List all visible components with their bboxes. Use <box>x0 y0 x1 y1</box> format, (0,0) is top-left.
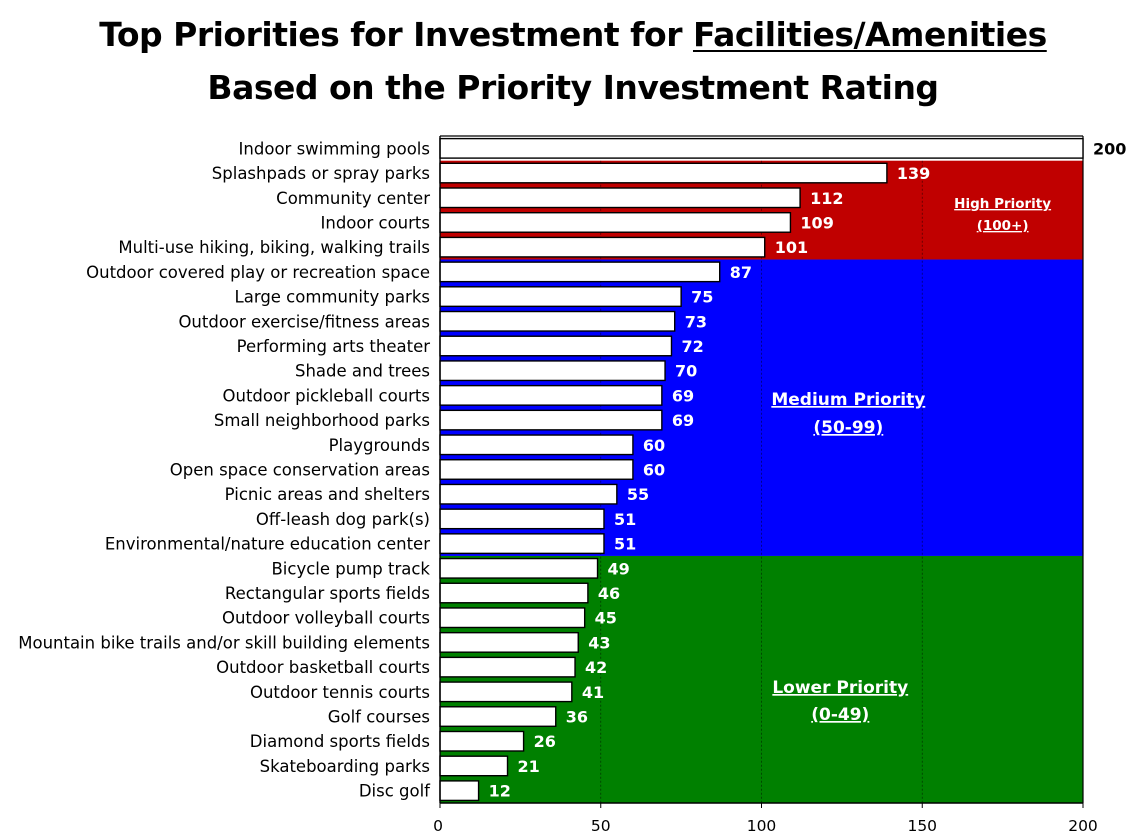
value-label-20: 43 <box>588 633 610 652</box>
bar-13 <box>439 459 634 480</box>
bar-24 <box>439 730 525 752</box>
category-label-22: Outdoor tennis courts <box>250 683 430 702</box>
value-label-26: 12 <box>489 782 511 801</box>
bar-16 <box>439 533 605 555</box>
bar-7 <box>439 310 676 332</box>
value-label-16: 51 <box>614 535 636 554</box>
value-label-15: 51 <box>614 510 636 529</box>
value-label-21: 42 <box>585 658 607 677</box>
category-label-8: Performing arts theater <box>237 337 431 356</box>
bar-22 <box>439 681 573 703</box>
value-label-17: 49 <box>608 559 630 578</box>
bar-21 <box>439 656 576 678</box>
value-label-11: 69 <box>672 411 694 430</box>
value-label-4: 101 <box>775 238 808 257</box>
x-tick-label-0: 0 <box>433 817 443 835</box>
bar-20 <box>439 631 579 653</box>
bar-17 <box>439 557 599 579</box>
value-label-2: 112 <box>810 189 843 208</box>
category-label-18: Rectangular sports fields <box>225 584 430 603</box>
value-label-6: 75 <box>691 288 713 307</box>
bar-1 <box>439 162 888 184</box>
band-label-high-priority: High Priority <box>954 196 1051 212</box>
band-label-lower-priority: Lower Priority <box>772 678 908 698</box>
band-range-lower-priority: (0-49) <box>811 705 869 725</box>
bar-3 <box>439 212 792 233</box>
value-label-10: 69 <box>672 386 694 405</box>
category-label-24: Diamond sports fields <box>250 732 430 751</box>
x-tick-label-50: 50 <box>591 817 611 835</box>
value-label-7: 73 <box>685 312 707 331</box>
value-label-23: 36 <box>566 708 588 727</box>
category-label-2: Community center <box>276 189 430 208</box>
category-label-16: Environmental/nature education center <box>105 535 430 554</box>
bar-23 <box>439 706 557 727</box>
category-label-6: Large community parks <box>235 288 430 307</box>
category-label-25: Skateboarding parks <box>260 757 430 776</box>
value-label-1: 139 <box>897 164 930 183</box>
category-label-26: Disc golf <box>359 782 431 801</box>
band-range-high-priority: (100+) <box>977 218 1029 234</box>
bar-26 <box>439 780 480 802</box>
category-label-9: Shade and trees <box>295 362 430 381</box>
bar-19 <box>439 607 586 629</box>
x-tick-label-150: 150 <box>907 817 937 835</box>
category-label-23: Golf courses <box>328 708 430 727</box>
category-label-5: Outdoor covered play or recreation space <box>86 263 430 282</box>
value-label-13: 60 <box>643 461 665 480</box>
category-label-10: Outdoor pickleball courts <box>223 386 431 405</box>
category-label-13: Open space conservation areas <box>170 461 430 480</box>
category-label-0: Indoor swimming pools <box>239 139 430 158</box>
bar-11 <box>439 409 663 431</box>
category-label-3: Indoor courts <box>321 213 431 232</box>
title-line-1: Top Priorities for Investment for Facili… <box>0 8 1146 61</box>
value-label-25: 21 <box>518 757 540 776</box>
bar-15 <box>439 508 605 530</box>
category-label-7: Outdoor exercise/fitness areas <box>178 312 430 331</box>
value-label-9: 70 <box>675 362 697 381</box>
value-label-3: 109 <box>800 213 833 232</box>
bar-18 <box>439 582 589 604</box>
bar-25 <box>439 755 509 777</box>
bar-5 <box>439 261 721 283</box>
category-label-1: Splashpads or spray parks <box>212 164 430 183</box>
title-line-2: Based on the Priority Investment Rating <box>207 68 939 107</box>
category-label-19: Outdoor volleyball courts <box>222 609 430 628</box>
value-label-14: 55 <box>627 485 649 504</box>
value-label-12: 60 <box>643 436 665 455</box>
category-label-20: Mountain bike trails and/or skill buildi… <box>18 633 430 652</box>
title-underlined: Facilities/Amenities <box>692 15 1047 54</box>
value-label-18: 46 <box>598 584 620 603</box>
category-label-11: Small neighborhood parks <box>214 411 430 430</box>
category-label-17: Bicycle pump track <box>271 559 430 578</box>
value-label-24: 26 <box>534 732 556 751</box>
bar-2 <box>439 187 801 209</box>
bar-10 <box>439 384 663 406</box>
x-tick-label-100: 100 <box>747 817 777 835</box>
band-label-medium-priority: Medium Priority <box>771 390 925 410</box>
bar-0 <box>439 137 1084 159</box>
category-label-21: Outdoor basketball courts <box>216 658 430 677</box>
value-label-0: 200 <box>1093 139 1126 158</box>
chart-title: Top Priorities for Investment for Facili… <box>0 8 1146 114</box>
value-label-22: 41 <box>582 683 604 702</box>
category-label-4: Multi-use hiking, biking, walking trails <box>118 238 430 257</box>
bar-4 <box>439 236 766 258</box>
category-label-14: Picnic areas and shelters <box>225 485 430 504</box>
title-prefix: Top Priorities for Investment for <box>99 15 693 54</box>
bar-9 <box>439 360 666 382</box>
value-label-8: 72 <box>681 337 703 356</box>
bar-12 <box>439 434 634 456</box>
category-label-12: Playgrounds <box>329 436 430 455</box>
category-label-15: Off-leash dog park(s) <box>256 510 430 529</box>
bar-6 <box>439 286 682 308</box>
bar-8 <box>439 335 673 357</box>
value-label-5: 87 <box>730 263 752 282</box>
x-tick-label-200: 200 <box>1068 817 1098 835</box>
value-label-19: 45 <box>595 609 617 628</box>
band-range-medium-priority: (50-99) <box>813 418 883 438</box>
bar-14 <box>439 483 618 505</box>
